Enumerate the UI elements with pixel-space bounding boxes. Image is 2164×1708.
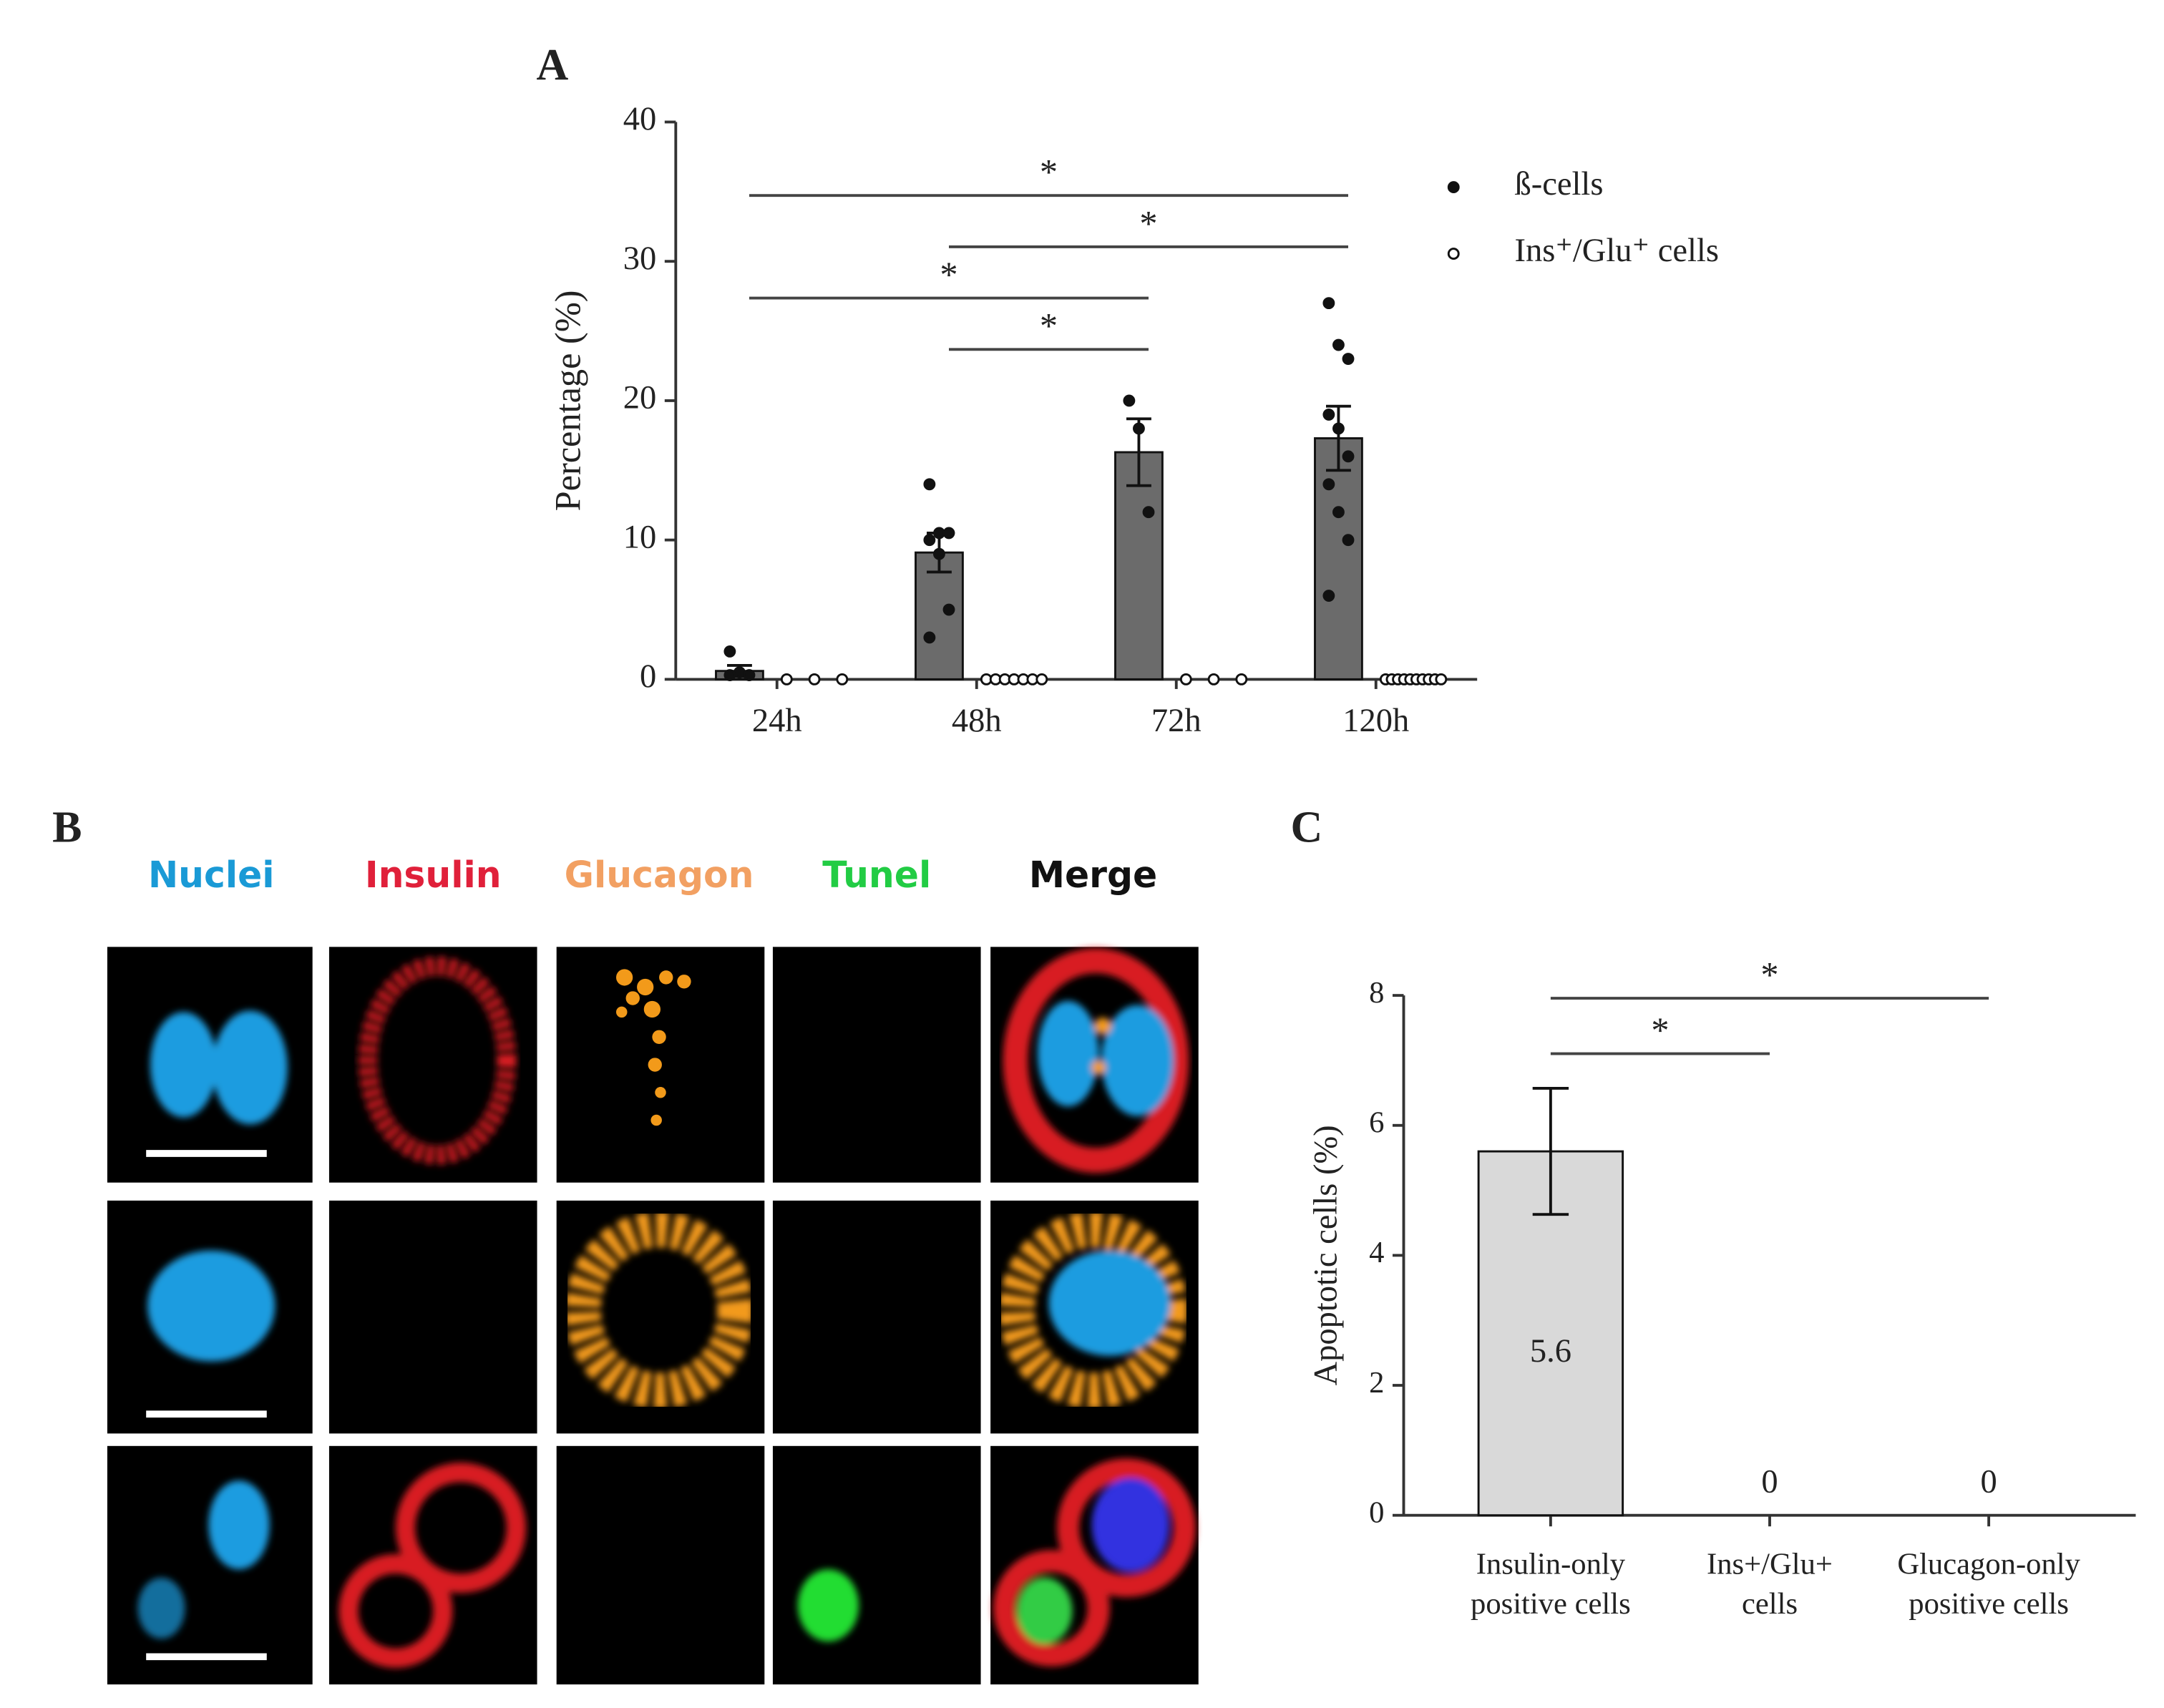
channel-label: Insulin bbox=[365, 854, 502, 896]
data-point bbox=[923, 534, 936, 547]
panel-label: C bbox=[1290, 804, 1322, 852]
legend-marker bbox=[1447, 248, 1460, 260]
data-point bbox=[1342, 353, 1355, 365]
significance-label: * bbox=[1651, 1010, 1669, 1050]
cell-image bbox=[993, 1458, 1196, 1666]
legend-marker bbox=[1447, 181, 1460, 193]
cell-image bbox=[998, 1211, 1188, 1409]
y-tick-label: 40 bbox=[623, 101, 657, 137]
y-tick-label: 8 bbox=[1369, 976, 1384, 1010]
data-point bbox=[1332, 422, 1345, 435]
data-point bbox=[743, 669, 756, 681]
legend-label: Ins⁺/Glu⁺ cells bbox=[1515, 233, 1719, 269]
data-point bbox=[942, 527, 955, 540]
data-point bbox=[1342, 450, 1355, 463]
data-point bbox=[923, 478, 936, 491]
x-tick-label: Glucagon-only positive cells bbox=[1897, 1547, 2080, 1620]
y-axis-label: Apoptotic cells (%) bbox=[1308, 1125, 1345, 1385]
channel-label: Glucagon bbox=[565, 854, 754, 896]
image-tile bbox=[772, 947, 981, 1183]
y-tick-label: 10 bbox=[623, 519, 657, 555]
y-tick-label: 2 bbox=[1369, 1366, 1384, 1400]
data-point bbox=[1435, 673, 1448, 685]
x-tick-label: 24h bbox=[752, 703, 802, 739]
x-tick-label: Ins+/Glu+ cells bbox=[1707, 1547, 1833, 1620]
x-tick-label: 48h bbox=[952, 703, 1002, 739]
data-point bbox=[723, 645, 736, 658]
data-point bbox=[1342, 534, 1355, 547]
value-label: 5.6 bbox=[1530, 1333, 1571, 1370]
significance-label: * bbox=[1760, 955, 1778, 995]
data-point bbox=[733, 666, 746, 679]
data-point bbox=[1035, 673, 1048, 685]
y-tick-label: 6 bbox=[1369, 1106, 1384, 1140]
y-tick-label: 0 bbox=[640, 658, 656, 695]
legend-label: ß-cells bbox=[1515, 166, 1604, 202]
x-tick-label: 72h bbox=[1151, 703, 1202, 739]
data-point bbox=[1332, 506, 1345, 519]
cell-image bbox=[565, 1211, 754, 1409]
cell-image bbox=[616, 969, 691, 1126]
significance-label: * bbox=[940, 255, 957, 295]
data-point bbox=[780, 673, 793, 685]
data-point bbox=[1235, 673, 1248, 685]
data-point bbox=[1332, 338, 1345, 351]
x-tick-label: Insulin-only positive cells bbox=[1471, 1547, 1631, 1620]
data-point bbox=[923, 631, 936, 644]
panel-label: B bbox=[52, 804, 82, 852]
image-tile bbox=[556, 1445, 765, 1685]
data-point bbox=[1322, 297, 1335, 310]
panel-label: A bbox=[536, 41, 568, 89]
cell-image bbox=[1003, 948, 1189, 1173]
bar bbox=[1314, 437, 1363, 680]
significance-label: * bbox=[1139, 203, 1157, 243]
image-tile bbox=[107, 1445, 313, 1685]
data-point bbox=[1322, 590, 1335, 602]
data-point bbox=[1322, 478, 1335, 491]
image-tile bbox=[772, 1200, 981, 1434]
micrograph-grid bbox=[107, 947, 1199, 1685]
significance-label: * bbox=[1040, 152, 1058, 192]
y-axis-label: Percentage (%) bbox=[548, 290, 588, 511]
cell-image bbox=[147, 1250, 276, 1362]
cell-image bbox=[137, 1480, 270, 1639]
data-point bbox=[1207, 673, 1220, 685]
value-label: 0 bbox=[1981, 1464, 1997, 1500]
image-tile bbox=[328, 1200, 537, 1434]
y-tick-label: 20 bbox=[623, 380, 657, 416]
y-tick-label: 0 bbox=[1369, 1495, 1384, 1529]
data-point bbox=[933, 547, 945, 560]
y-tick-label: 4 bbox=[1369, 1236, 1384, 1269]
cell-image bbox=[358, 956, 517, 1165]
x-tick-label: 120h bbox=[1342, 703, 1409, 739]
cell-image bbox=[338, 1463, 527, 1668]
data-point bbox=[808, 673, 821, 685]
data-point bbox=[1123, 394, 1136, 407]
data-point bbox=[836, 673, 849, 685]
value-label: 0 bbox=[1761, 1464, 1778, 1500]
cell-image bbox=[797, 1569, 859, 1641]
channel-label: Nuclei bbox=[148, 854, 275, 896]
data-point bbox=[1322, 408, 1335, 421]
image-tile bbox=[772, 1445, 981, 1685]
data-point bbox=[933, 527, 945, 540]
channel-label: Merge bbox=[1029, 854, 1157, 896]
data-point bbox=[1142, 506, 1155, 519]
significance-label: * bbox=[1040, 306, 1058, 346]
data-point bbox=[723, 669, 736, 681]
cell-image bbox=[150, 1010, 288, 1125]
data-point bbox=[1179, 673, 1192, 685]
data-point bbox=[1133, 422, 1145, 435]
data-point bbox=[942, 603, 955, 616]
channel-label: Tunel bbox=[822, 854, 931, 896]
y-tick-label: 30 bbox=[623, 240, 657, 277]
